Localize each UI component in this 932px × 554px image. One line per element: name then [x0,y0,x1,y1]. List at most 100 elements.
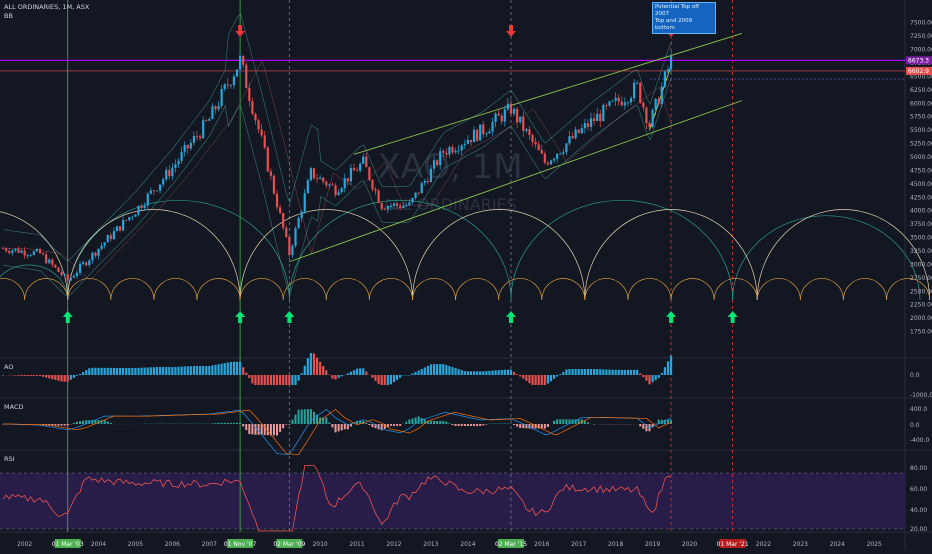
ao-bar [544,375,546,385]
candle-body [39,249,41,253]
ao-bar [270,375,272,385]
candle-body [211,106,213,119]
ao-bar [100,368,102,375]
candle-body [454,151,456,153]
ao-bar [445,365,447,375]
candle-body [418,193,420,194]
macd-hist-bar [562,419,564,424]
candle-body [131,217,133,218]
ao-bar [85,370,87,375]
candle-body [670,56,672,70]
macd-hist-bar [445,422,447,424]
ao-bar [664,367,666,375]
macd-hist-bar [335,424,337,432]
candle-body [97,249,99,256]
ao-bar [147,367,149,375]
candle-body [165,170,167,179]
candle-body [467,140,469,144]
candle-body [144,206,146,208]
candle-body [371,180,373,189]
macd-hist-bar [82,421,84,424]
ao-bar [307,358,309,375]
ao-bar [593,369,595,375]
ao-bar [140,368,142,375]
ao-bar [316,358,318,375]
macd-hist-bar [79,421,81,424]
ao-tick-label: 0.0 [910,372,920,379]
ao-bar [319,362,321,375]
ao-bar [177,367,179,375]
candle-body [593,118,595,121]
ao-bar [304,366,306,375]
price-tick-label: 3000.00 [910,261,932,268]
ao-bar [214,365,216,375]
candle-body [396,203,398,205]
price-tick-label: 6250.00 [910,87,932,94]
candle-body [510,104,512,114]
candle-body [553,159,555,161]
candle-body [504,109,506,121]
candle-body [233,77,235,86]
ao-bar [196,366,198,375]
candle-body [70,278,72,281]
annotation-callout: Potential Top off 2007 Top and 2009 bott… [652,2,716,34]
ao-bar [131,368,133,375]
price-tick-label: 5250.00 [910,141,932,148]
macd-hist-bar [538,424,540,429]
time-axis-label: 2016 [534,541,549,548]
ao-bar [159,367,161,375]
candle-body [85,262,87,265]
candle-body [541,150,543,154]
candle-body [171,168,173,176]
ao-bar [491,371,493,375]
macd-hist-bar [368,424,370,425]
ao-bar [288,375,290,385]
ao-bar [584,369,586,375]
ao-bar [153,367,155,375]
macd-hist-bar [279,424,281,432]
price-tick-label: 2750.00 [910,275,932,282]
candle-body [313,168,315,178]
ao-bar [541,375,543,385]
ao-bar [199,366,201,375]
macd-hist-bar [439,421,441,424]
macd-pane-label: MACD [4,403,23,411]
macd-hist-bar [584,421,586,424]
macd-hist-bar [273,424,275,435]
ao-tick-label: -1000.0 [910,392,932,399]
ao-bar [116,368,118,375]
macd-hist-bar [325,417,327,424]
candle-body [627,102,629,103]
candle-body [177,161,179,164]
ao-bar [414,372,416,375]
ao-bar [208,366,210,375]
macd-hist-bar [556,419,558,424]
macd-hist-bar [396,424,398,426]
ao-bar [82,372,84,375]
macd-hist-bar [458,424,460,426]
macd-hist-bar [390,424,392,426]
candle-body [596,114,598,121]
ao-bar [30,375,32,376]
ao-bar [70,375,72,380]
ao-bar [621,370,623,375]
macd-hist-bar [236,423,238,424]
macd-hist-bar [214,423,216,424]
candle-body [470,140,472,142]
candle-body [20,250,22,252]
ao-bar [107,368,109,375]
candle-body [408,202,410,205]
candle-body [33,251,35,255]
price-tick-label: 7500.00 [910,20,932,27]
ao-bar [630,370,632,375]
candle-body [519,117,521,123]
ao-bar [528,375,530,383]
time-axis-label: 2014 [460,541,475,548]
candle-body [525,129,527,131]
candle-body [581,128,583,133]
annotation-line-1: Potential Top off 2007 [655,4,713,18]
candle-body [27,255,29,256]
rsi-band [0,473,905,529]
ao-bar [504,370,506,375]
